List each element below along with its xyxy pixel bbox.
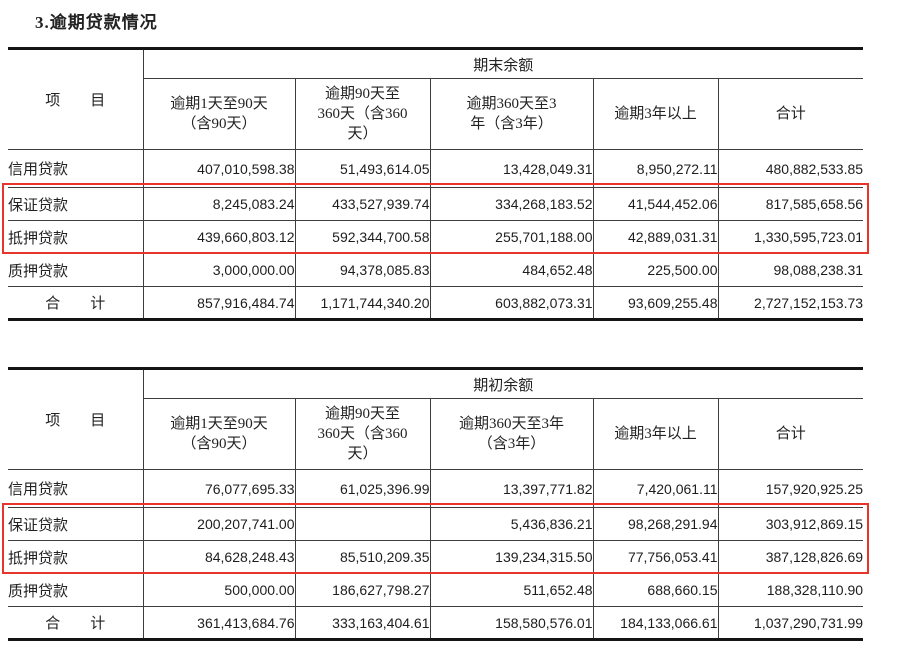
cell-value: 94,378,085.83 — [294, 253, 431, 287]
beginning-balance-table-container: 项 目 期初余额 逾期1天至90天 （含90天） 逾期90天至 360天（含36… — [2, 367, 869, 641]
row-label: 抵押贷款 — [8, 540, 144, 574]
cell-value: 592,344,700.58 — [294, 220, 431, 254]
cell-value: 77,756,053.41 — [592, 540, 719, 574]
item-column-header: 项 目 — [8, 368, 144, 470]
cell-value — [294, 507, 431, 541]
cell-value: 42,889,031.31 — [592, 220, 719, 254]
cell-value: 93,609,255.48 — [592, 286, 719, 320]
column-header-overdue-360-3y: 逾期360天至3年 （含3年） — [429, 398, 594, 470]
column-header-overdue-360-3y: 逾期360天至3 年（含3年） — [429, 78, 594, 150]
row-label: 保证贷款 — [8, 187, 144, 221]
cell-value: 2,727,152,153.73 — [717, 286, 864, 320]
cell-value: 51,493,614.05 — [294, 149, 431, 188]
cell-value: 188,328,110.90 — [717, 573, 864, 607]
cell-value: 76,077,695.33 — [142, 469, 296, 508]
cell-value: 511,652.48 — [429, 573, 594, 607]
row-label: 合 计 — [8, 606, 144, 640]
cell-value: 817,585,658.56 — [717, 187, 864, 221]
cell-value: 13,397,771.82 — [429, 469, 594, 508]
cell-value: 184,133,066.61 — [592, 606, 719, 640]
table-row-mortgage-loans: 抵押贷款 84,628,248.43 85,510,209.35 139,234… — [8, 540, 864, 574]
table-row-credit-loans: 信用贷款 407,010,598.38 51,493,614.05 13,428… — [8, 149, 864, 188]
beginning-balance-table: 项 目 期初余额 逾期1天至90天 （含90天） 逾期90天至 360天（含36… — [8, 367, 864, 641]
row-label: 信用贷款 — [8, 469, 144, 508]
table-row-pledged-loans: 质押贷款 3,000,000.00 94,378,085.83 484,652.… — [8, 253, 864, 287]
cell-value: 157,920,925.25 — [717, 469, 864, 508]
cell-value: 407,010,598.38 — [142, 149, 296, 188]
cell-value: 7,420,061.11 — [592, 469, 719, 508]
column-header-overdue-90-360: 逾期90天至 360天（含360 天） — [294, 398, 431, 470]
cell-value: 98,088,238.31 — [717, 253, 864, 287]
cell-value: 200,207,741.00 — [142, 507, 296, 541]
column-header-overdue-over-3y: 逾期3年以上 — [592, 78, 719, 150]
row-label: 抵押贷款 — [8, 220, 144, 254]
cell-value: 61,025,396.99 — [294, 469, 431, 508]
cell-value: 439,660,803.12 — [142, 220, 296, 254]
column-header-overdue-90-360: 逾期90天至 360天（含360 天） — [294, 78, 431, 150]
row-label: 合 计 — [8, 286, 144, 320]
period-header-beginning-balance: 期初余额 — [142, 368, 864, 399]
cell-value: 158,580,576.01 — [429, 606, 594, 640]
cell-value: 333,163,404.61 — [294, 606, 431, 640]
section-title: 3.逾期贷款情况 — [35, 13, 158, 32]
cell-value: 1,330,595,723.01 — [717, 220, 864, 254]
cell-value: 3,000,000.00 — [142, 253, 296, 287]
table-row-total: 合 计 361,413,684.76 333,163,404.61 158,58… — [8, 606, 864, 640]
period-header-ending-balance: 期末余额 — [142, 48, 864, 79]
cell-value: 484,652.48 — [429, 253, 594, 287]
cell-value: 186,627,798.27 — [294, 573, 431, 607]
column-header-total: 合计 — [717, 78, 864, 150]
cell-value: 84,628,248.43 — [142, 540, 296, 574]
item-column-header: 项 目 — [8, 48, 144, 150]
cell-value: 480,882,533.85 — [717, 149, 864, 188]
column-header-overdue-over-3y: 逾期3年以上 — [592, 398, 719, 470]
cell-value: 98,268,291.94 — [592, 507, 719, 541]
table-row-mortgage-loans: 抵押贷款 439,660,803.12 592,344,700.58 255,7… — [8, 220, 864, 254]
cell-value: 334,268,183.52 — [429, 187, 594, 221]
row-label: 保证贷款 — [8, 507, 144, 541]
column-header-overdue-1-90: 逾期1天至90天 （含90天） — [143, 78, 296, 150]
ending-balance-table-container: 项 目 期末余额 逾期1天至90天 （含90天） 逾期90天至 360天（含36… — [2, 47, 869, 321]
cell-value: 688,660.15 — [592, 573, 719, 607]
row-label: 信用贷款 — [8, 149, 144, 188]
cell-value: 41,544,452.06 — [592, 187, 719, 221]
table-row-total: 合 计 857,916,484.74 1,171,744,340.20 603,… — [8, 286, 864, 320]
table-row-guaranteed-loans: 保证贷款 8,245,083.24 433,527,939.74 334,268… — [8, 187, 864, 221]
cell-value: 225,500.00 — [592, 253, 719, 287]
column-header-overdue-1-90: 逾期1天至90天 （含90天） — [143, 398, 296, 470]
cell-value: 255,701,188.00 — [429, 220, 594, 254]
cell-value: 500,000.00 — [142, 573, 296, 607]
cell-value: 857,916,484.74 — [142, 286, 296, 320]
table-row-credit-loans: 信用贷款 76,077,695.33 61,025,396.99 13,397,… — [8, 469, 864, 508]
column-header-total: 合计 — [717, 398, 864, 470]
cell-value: 303,912,869.15 — [717, 507, 864, 541]
cell-value: 1,037,290,731.99 — [717, 606, 864, 640]
cell-value: 13,428,049.31 — [429, 149, 594, 188]
cell-value: 139,234,315.50 — [429, 540, 594, 574]
cell-value: 8,950,272.11 — [592, 149, 719, 188]
ending-balance-table: 项 目 期末余额 逾期1天至90天 （含90天） 逾期90天至 360天（含36… — [8, 47, 864, 321]
cell-value: 1,171,744,340.20 — [294, 286, 431, 320]
table-row-guaranteed-loans: 保证贷款 200,207,741.00 5,436,836.21 98,268,… — [8, 507, 864, 541]
cell-value: 5,436,836.21 — [429, 507, 594, 541]
cell-value: 433,527,939.74 — [294, 187, 431, 221]
cell-value: 603,882,073.31 — [429, 286, 594, 320]
cell-value: 8,245,083.24 — [142, 187, 296, 221]
cell-value: 361,413,684.76 — [142, 606, 296, 640]
table-row-pledged-loans: 质押贷款 500,000.00 186,627,798.27 511,652.4… — [8, 573, 864, 607]
cell-value: 85,510,209.35 — [294, 540, 431, 574]
row-label: 质押贷款 — [8, 253, 144, 287]
row-label: 质押贷款 — [8, 573, 144, 607]
cell-value: 387,128,826.69 — [717, 540, 864, 574]
